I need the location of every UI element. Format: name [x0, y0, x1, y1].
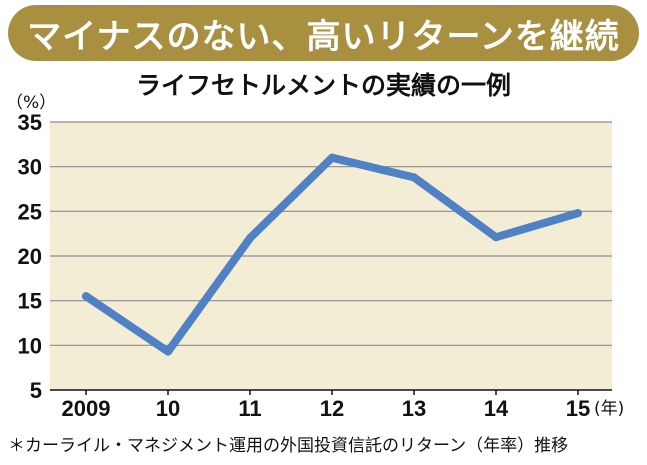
data-point-12 [328, 153, 336, 162]
y-tick-label: 15 [18, 289, 42, 314]
data-point-15 [574, 209, 582, 218]
chart-title: ライフセトルメントの実績の一例 [135, 71, 511, 100]
x-axis-unit: (年) [594, 399, 624, 419]
x-tick-label: 12 [320, 396, 344, 421]
data-point-11 [246, 234, 254, 243]
y-tick-label: 35 [18, 110, 42, 135]
x-tick-label: 2009 [62, 396, 111, 421]
headline-banner: マイナスのない、高いリターンを継続 [8, 5, 639, 61]
y-axis-unit: （%） [6, 93, 56, 113]
x-tick-label: 10 [156, 396, 180, 421]
data-point-13 [410, 173, 418, 182]
y-tick-label: 30 [18, 155, 42, 180]
y-tick-label: 25 [18, 199, 42, 224]
y-tick-label: 10 [18, 333, 42, 358]
data-point-14 [492, 233, 500, 242]
x-tick-label: 15 [566, 396, 590, 421]
data-point-10 [164, 347, 172, 356]
data-point-2009 [82, 292, 90, 301]
footnote: ＊カーライル・マネジメント運用の外国投資信託のリターン（年率）推移 [8, 436, 569, 456]
y-tick-label: 20 [18, 244, 42, 269]
x-tick-label: 11 [238, 396, 261, 421]
headline-text: マイナスのない、高いリターンを継続 [27, 16, 620, 57]
x-tick-label: 13 [402, 396, 426, 421]
x-tick-label: 14 [484, 396, 509, 421]
y-tick-label: 5 [30, 378, 42, 403]
